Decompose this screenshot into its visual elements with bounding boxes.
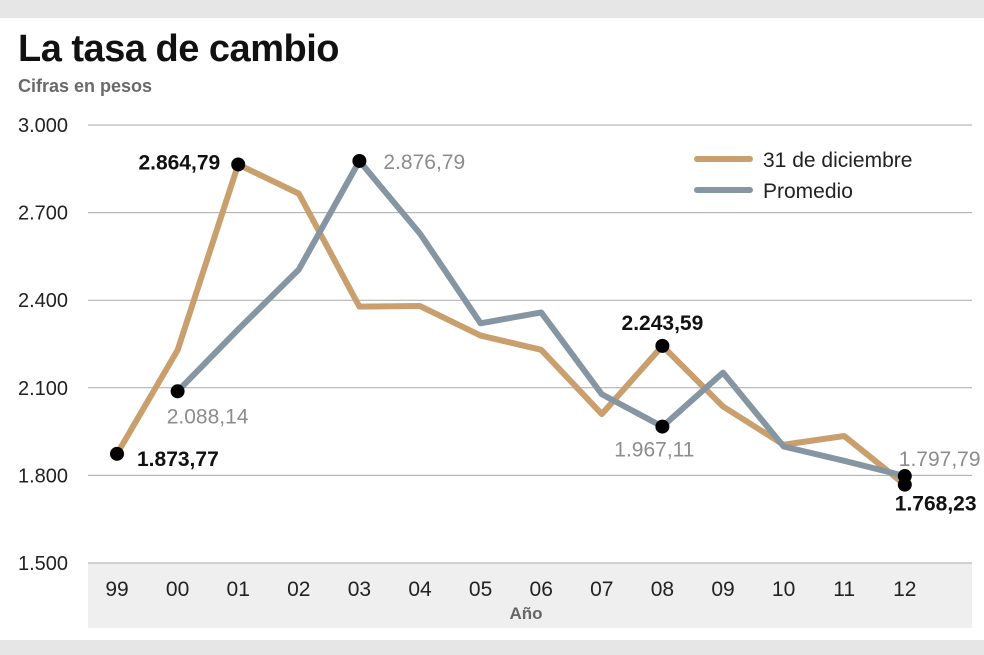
data-point-marker xyxy=(231,157,246,172)
x-tick-label: 07 xyxy=(590,578,613,601)
x-tick-label: 04 xyxy=(408,578,432,601)
x-tick-label: 12 xyxy=(893,578,916,601)
x-axis-label: Año xyxy=(510,604,543,623)
data-label: 1.967,11 xyxy=(614,439,694,462)
data-point-marker xyxy=(897,469,912,484)
y-tick-label: 2.700 xyxy=(18,203,68,225)
x-tick-label: 10 xyxy=(772,578,795,601)
x-tick-label: 01 xyxy=(227,578,250,601)
data-point-marker xyxy=(110,446,124,461)
y-tick-label: 2.400 xyxy=(18,290,68,312)
line-chart: 1.500 1.800 2.100 2.400 2.700 3.000 99 00 01 02 03… xyxy=(18,115,981,628)
data-label: 2.088,14 xyxy=(167,405,249,428)
chart-card: La tasa de cambio Cifras en pesos 1.500 1… xyxy=(0,18,984,640)
data-label: 2.243,59 xyxy=(622,312,704,335)
x-tick-label: 03 xyxy=(348,578,371,601)
data-point-marker xyxy=(352,153,367,168)
data-label: 2.864,79 xyxy=(138,151,220,174)
data-point-marker xyxy=(170,384,185,399)
x-tick-label: 09 xyxy=(711,578,734,601)
data-point-marker xyxy=(655,338,670,353)
x-tick-label: 08 xyxy=(651,578,674,601)
y-tick-label: 3.000 xyxy=(18,115,68,137)
data-label: 2.876,79 xyxy=(383,151,465,174)
data-label: 1.768,23 xyxy=(895,493,977,516)
chart-subtitle: Cifras en pesos xyxy=(18,76,153,96)
y-tick-label: 1.500 xyxy=(18,553,68,575)
series-line-promedio xyxy=(174,157,908,480)
y-tick-label: 2.100 xyxy=(18,378,68,400)
y-tick-label: 1.800 xyxy=(18,465,68,487)
x-tick-label: 11 xyxy=(833,578,855,601)
x-tick-label: 02 xyxy=(287,578,310,601)
data-label: 1.873,77 xyxy=(137,448,219,471)
legend-label: Promedio xyxy=(763,180,853,203)
x-tick-label: 05 xyxy=(469,578,492,601)
chart-title: La tasa de cambio xyxy=(18,28,339,70)
data-label: 1.797,79 xyxy=(899,448,981,471)
x-tick-label: 99 xyxy=(105,578,128,601)
x-tick-label: 00 xyxy=(166,578,189,601)
x-axis-band xyxy=(88,563,972,628)
x-tick-label: 06 xyxy=(530,578,553,601)
data-point-marker xyxy=(655,419,670,434)
legend-label: 31 de diciembre xyxy=(763,149,912,172)
